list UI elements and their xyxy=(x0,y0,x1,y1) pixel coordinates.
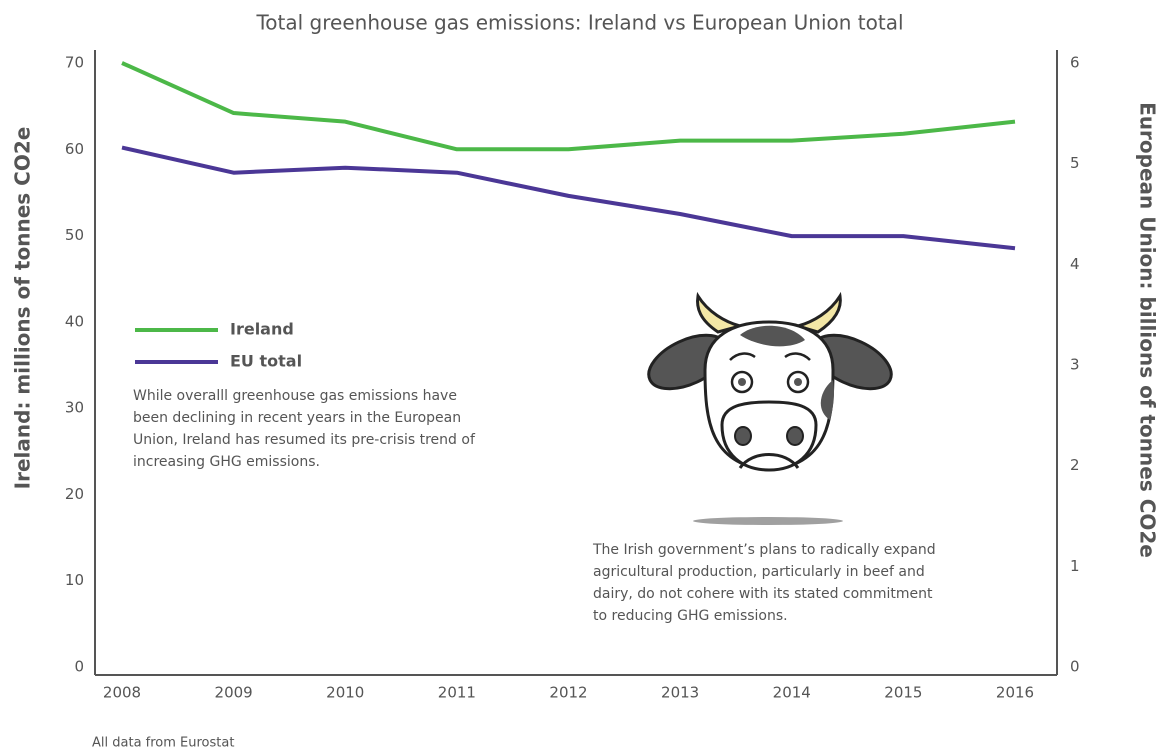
cow-shadow xyxy=(693,517,843,525)
x-tick-label: 2016 xyxy=(996,684,1034,702)
cow-brow-right xyxy=(784,352,811,361)
annotation-line: The Irish government’s plans to radicall… xyxy=(592,542,936,558)
x-tick-label: 2013 xyxy=(661,684,699,702)
x-tick-label: 2011 xyxy=(438,684,476,702)
cow-spot-side xyxy=(820,380,834,420)
chart-title: Total greenhouse gas emissions: Ireland … xyxy=(255,11,903,35)
y2-tick-label: 3 xyxy=(1070,356,1080,374)
x-tick-label: 2015 xyxy=(884,684,922,702)
cow-nostril-left xyxy=(734,426,752,446)
cow-mouth xyxy=(738,453,800,469)
y2-tick-label: 5 xyxy=(1070,154,1080,172)
line-series xyxy=(121,61,1016,152)
x-tick-label: 2014 xyxy=(773,684,811,702)
cow-pupil-left xyxy=(738,378,746,386)
cow-nostril-right xyxy=(786,426,804,446)
annotation-line: been declining in recent years in the Eu… xyxy=(133,410,461,426)
y-tick-label: 0 xyxy=(74,658,84,676)
y-tick-label: 60 xyxy=(65,140,84,158)
cow-muzzle xyxy=(720,400,818,472)
annotation-line: agricultural production, particularly in… xyxy=(593,564,925,580)
y-tick-label: 30 xyxy=(65,399,84,417)
x-tick-label: 2012 xyxy=(549,684,587,702)
cow-pupil-right xyxy=(794,378,802,386)
x-tick-label: 2008 xyxy=(103,684,141,702)
y2-tick-label: 2 xyxy=(1070,456,1080,474)
legend-label: Ireland xyxy=(230,320,294,339)
y-tick-label: 20 xyxy=(65,485,84,503)
line-series xyxy=(121,145,1016,251)
y2-tick-label: 6 xyxy=(1070,54,1080,72)
y-tick-label: 70 xyxy=(65,54,84,72)
cow-illustration xyxy=(647,291,893,525)
cow-spot-top xyxy=(740,325,805,347)
annotation-line: to reducing GHG emissions. xyxy=(593,608,788,624)
cow-horn-left xyxy=(696,291,746,334)
y2-axis-label: European Union: billions of tonnes CO2e xyxy=(1136,102,1160,558)
legend-label: EU total xyxy=(230,352,302,371)
annotation-line: dairy, do not cohere with its stated com… xyxy=(593,586,933,602)
x-tick-label: 2009 xyxy=(215,684,253,702)
y2-tick-label: 0 xyxy=(1070,658,1080,676)
x-tick-label: 2010 xyxy=(326,684,364,702)
y-tick-label: 40 xyxy=(65,312,84,330)
annotation-line: Union, Ireland has resumed its pre-crisi… xyxy=(133,432,476,448)
source-note: All data from Eurostat xyxy=(92,736,234,751)
annotation-line: increasing GHG emissions. xyxy=(133,454,320,470)
y-tick-label: 50 xyxy=(65,226,84,244)
cow-horn-right xyxy=(792,291,842,334)
annotation-line: While overalll greenhouse gas emissions … xyxy=(133,388,457,404)
y-axis-label: Ireland: millions of tonnes CO2e xyxy=(11,127,35,490)
cow-brow-left xyxy=(729,352,756,361)
y2-tick-label: 4 xyxy=(1070,255,1080,273)
y-tick-label: 10 xyxy=(65,571,84,589)
y2-tick-label: 1 xyxy=(1070,557,1080,575)
